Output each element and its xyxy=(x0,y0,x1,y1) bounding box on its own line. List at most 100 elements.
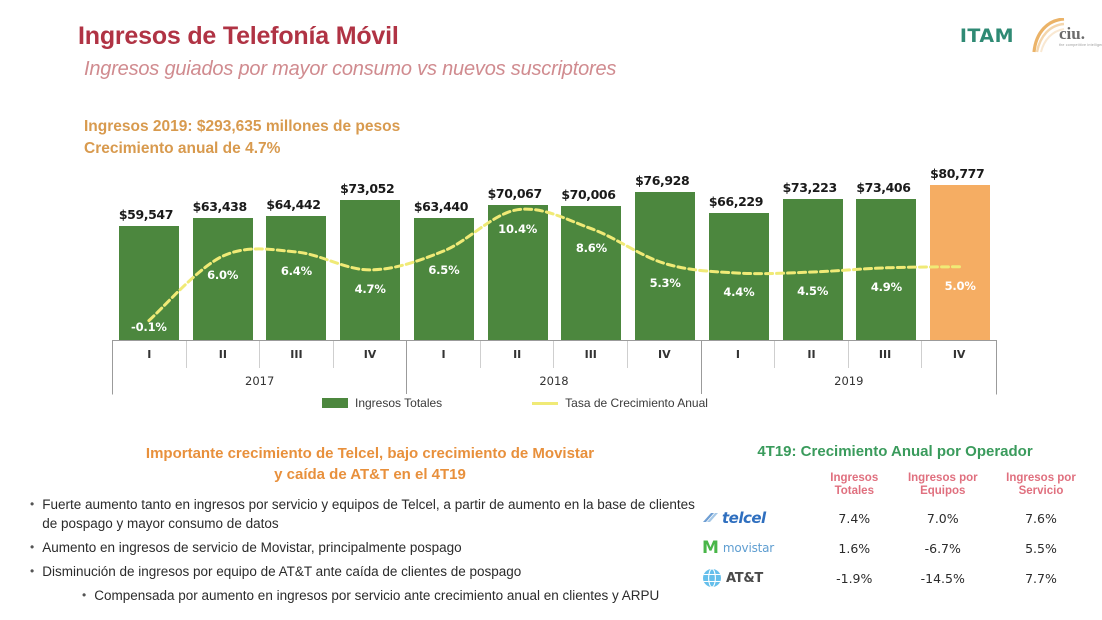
chart-bar: $64,442 6.4% xyxy=(266,197,327,340)
legend-item-bars: Ingresos Totales xyxy=(322,396,442,410)
analysis-heading-line-1: Importante crecimiento de Telcel, bajo c… xyxy=(145,445,595,462)
analysis-heading-line-2: y caída de AT&T en el 4T19 xyxy=(274,466,466,484)
operator-logo-cell: AT&T xyxy=(700,563,815,593)
bar-value-label: $73,223 xyxy=(782,180,838,196)
att-logo: AT&T xyxy=(702,567,814,589)
bar-value-label: $80,777 xyxy=(930,165,985,181)
axis-year-label: 2019 xyxy=(834,374,864,388)
chart-bar: $59,547 -0.1% xyxy=(118,207,179,340)
axis-quarter-label: IV xyxy=(628,341,702,368)
bar-cell: $70,006 8.6% xyxy=(555,175,629,340)
axis-quarter-label: II xyxy=(481,341,555,368)
table-row: telcel 7.4% 7.0% 7.6% xyxy=(700,503,1090,533)
analysis-bullet-text: Fuerte aumento tanto en ingresos por ser… xyxy=(42,496,695,531)
operator-panel: 4T19: Crecimiento Anual por Operador Ing… xyxy=(700,443,1090,593)
chart-bar: $73,406 4.9% xyxy=(856,180,917,340)
bar-cell: $64,442 6.4% xyxy=(260,175,334,340)
bar-growth-label: 4.4% xyxy=(723,285,755,300)
axis-quarter-label: III xyxy=(554,341,629,368)
bar-growth-label: 6.5% xyxy=(428,262,460,277)
chart-bars: $59,547 -0.1% $63,438 6.0% $64,442 6.4% $73,05… xyxy=(112,166,997,340)
bar-growth-label: 6.0% xyxy=(207,268,239,283)
bar-cell: $63,440 6.5% xyxy=(407,175,481,340)
bar-value-label: $59,547 xyxy=(118,206,174,222)
att-logo-text: AT&T xyxy=(726,570,763,586)
bar-growth-label: 8.6% xyxy=(575,240,607,255)
axis-quarter-row: I II III IV I II III IV I II III IV xyxy=(112,340,997,368)
axis-quarter-label: IV xyxy=(334,341,408,368)
table-row: AT&T -1.9% -14.5% 7.7% xyxy=(700,563,1090,593)
bar-value-label: $70,067 xyxy=(487,186,543,202)
operator-col-logo xyxy=(700,472,815,503)
analysis-heading: Importante crecimiento de Telcel, bajo c… xyxy=(30,443,710,486)
analysis-panel: Importante crecimiento de Telcel, bajo c… xyxy=(30,443,710,610)
analysis-bullet-list: • Fuerte aumento tanto en ingresos por se… xyxy=(30,495,710,606)
bar-growth-label: -0.1% xyxy=(131,320,167,334)
operator-col-equipos: Ingresos por Equipos xyxy=(907,472,978,498)
legend-label-line: Tasa de Crecimiento Anual xyxy=(565,396,708,410)
axis-year-label: 2017 xyxy=(113,368,408,394)
bullet-dot-icon: • xyxy=(30,539,35,554)
axis-quarter-label: I xyxy=(407,341,481,368)
ciu-logo: ciu. the competitive intelligence unit xyxy=(1032,16,1102,56)
chart-axis: I II III IV I II III IV I II III IV 2017 2018 2019 xyxy=(112,340,997,395)
operator-servicio-value: 5.5% xyxy=(1025,540,1057,556)
axis-quarter-label: III xyxy=(260,341,334,368)
operator-equipos-value: 7.0% xyxy=(926,510,959,526)
page-header: Ingresos de Telefonía Móvil Ingresos gui… xyxy=(0,0,1102,100)
analysis-bullet-text: Disminución de ingresos por equipo de AT… xyxy=(42,564,522,580)
bar-cell: $66,229 4.4% xyxy=(702,175,776,340)
operator-col-totales: Ingresos Totales xyxy=(830,472,879,498)
telcel-logo-text: telcel xyxy=(722,509,766,528)
bar-value-label: $73,406 xyxy=(856,180,911,196)
chart-bar: $76,928 5.3% xyxy=(635,173,696,340)
bar-cell: $73,052 4.7% xyxy=(333,175,407,340)
bar-growth-label: 5.0% xyxy=(944,278,976,293)
operator-servicio-value: 7.6% xyxy=(1025,510,1057,526)
analysis-bullet: • Compensada por aumento en ingresos por … xyxy=(82,586,710,605)
ciu-logo-subtext: the competitive intelligence unit xyxy=(1059,43,1102,47)
legend-label-bars: Ingresos Totales xyxy=(355,396,443,410)
bar-cell: $76,928 5.3% xyxy=(628,173,702,340)
operator-logo-cell: telcel xyxy=(700,503,815,533)
bar-cell: $73,223 4.5% xyxy=(776,175,850,340)
bar-cell: $70,067 10.4% xyxy=(481,175,555,340)
operator-table-heading: 4T19: Crecimiento Anual por Operador xyxy=(757,443,1033,460)
analysis-bullet-text: Compensada por aumento en ingresos por s… xyxy=(94,588,660,604)
telcel-mark-icon xyxy=(703,513,718,523)
chart-legend: Ingresos Totales Tasa de Crecimiento Anu… xyxy=(322,396,708,410)
ciu-arc-icon xyxy=(1032,18,1065,53)
movistar-logo-text: movistar xyxy=(722,541,775,556)
bar-value-label: $73,052 xyxy=(340,180,395,196)
att-globe-icon xyxy=(703,568,721,588)
axis-quarter-label: II xyxy=(187,341,261,368)
analysis-bullet-text: Aumento en ingresos de servicio de Movis… xyxy=(42,539,462,555)
axis-quarter-label: I xyxy=(113,341,187,368)
itam-logo: ITAM xyxy=(959,25,1014,47)
chart-bar: $80,777 5.0% xyxy=(930,166,991,340)
axis-year-label: 2018 xyxy=(407,368,702,394)
movistar-mark-icon: M xyxy=(702,537,719,558)
bar-value-label: $66,229 xyxy=(708,193,764,209)
chart-bar: $70,067 10.4% xyxy=(487,186,548,340)
bar-growth-label: 4.9% xyxy=(870,279,902,294)
analysis-bullet: • Fuerte aumento tanto en ingresos por se… xyxy=(30,495,710,533)
bar-growth-label: 6.4% xyxy=(280,263,312,278)
kpi-line-1: Ingresos 2019: $293,635 millones de peso… xyxy=(84,118,401,135)
bar-value-label: $70,006 xyxy=(561,186,616,202)
chart-bar: $73,223 4.5% xyxy=(782,180,843,340)
bar-value-label: $63,440 xyxy=(413,199,469,215)
bar-value-label: $64,442 xyxy=(266,197,321,213)
bar-value-label: $76,928 xyxy=(635,173,690,189)
axis-quarter-label: III xyxy=(849,341,923,368)
operator-totales-value: -1.9% xyxy=(836,570,873,586)
page-title: Ingresos de Telefonía Móvil xyxy=(78,22,399,50)
operator-servicio-value: 7.7% xyxy=(1025,570,1057,586)
bar-growth-label: 4.7% xyxy=(354,281,386,296)
analysis-bullet: • Disminución de ingresos por equipo de A… xyxy=(30,562,710,581)
operator-table-header-row: Ingresos Totales Ingresos por Equipos In… xyxy=(700,472,1090,503)
bar-cell: $63,438 6.0% xyxy=(186,175,260,340)
